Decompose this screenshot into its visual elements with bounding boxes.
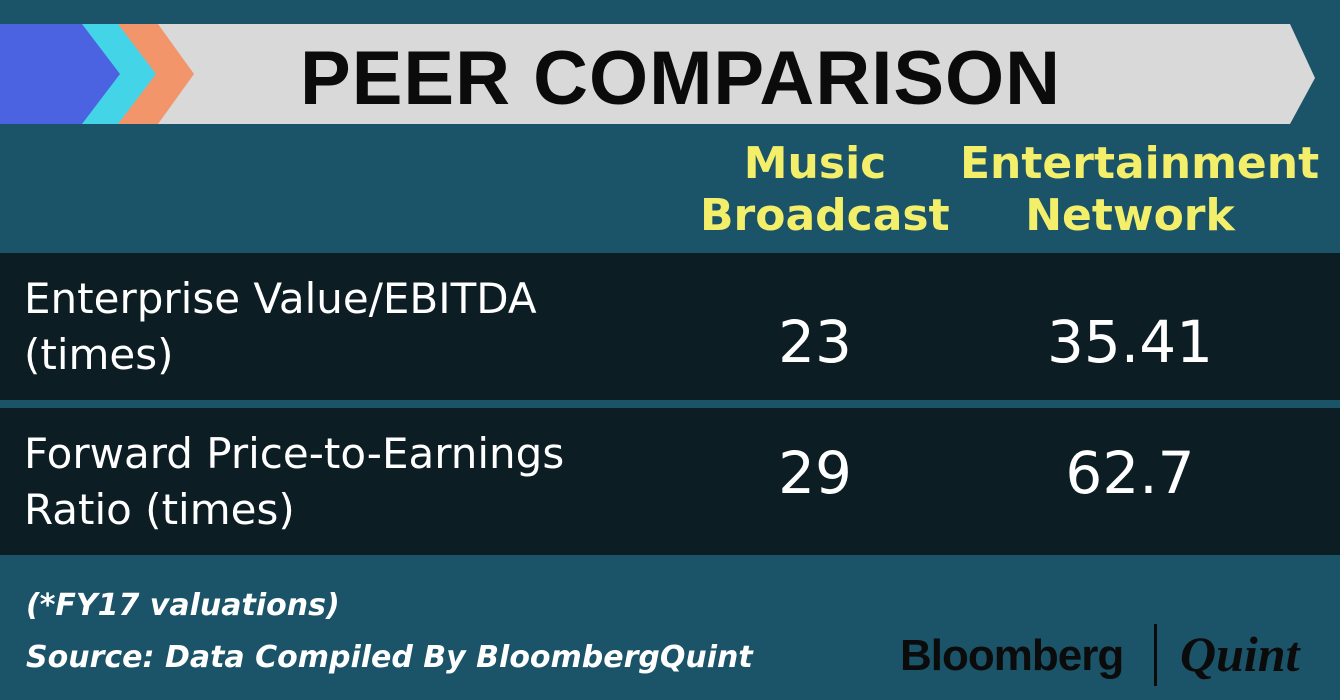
- table-cell: 35.41: [1046, 308, 1214, 376]
- table-row: Forward Price-to-Earnings Ratio (times) 2…: [0, 408, 1340, 555]
- row-label: Forward Price-to-Earnings Ratio (times): [24, 429, 565, 534]
- footnote: (*FY17 valuations): [26, 588, 340, 623]
- logo-bloomberg-text: Bloomberg: [900, 631, 1124, 680]
- table-cell: 29: [778, 439, 852, 507]
- logo-divider: [1154, 624, 1157, 686]
- logo-quint-text: Quint: [1180, 626, 1300, 682]
- row-label: Enterprise Value/EBITDA (times): [24, 274, 537, 379]
- table-cell: 62.7: [1065, 439, 1195, 507]
- page-title: PEER COMPARISON: [300, 36, 1062, 121]
- banner-bar: [0, 24, 1315, 124]
- column-header-entertainment-network: Entertainment Network: [960, 138, 1320, 241]
- banner-graphic: [0, 24, 1315, 124]
- title-banner: PEER COMPARISON: [0, 0, 1340, 135]
- source-credit: Source: Data Compiled By BloombergQuint: [26, 640, 753, 675]
- bloombergquint-logo: Bloomberg Quint: [898, 620, 1328, 690]
- table-row: Enterprise Value/EBITDA (times) 23 35.41: [0, 253, 1340, 400]
- column-header-music-broadcast: Music Broadcast: [700, 138, 950, 241]
- table-cell: 23: [778, 308, 852, 376]
- chevron-blue-icon: [0, 24, 120, 124]
